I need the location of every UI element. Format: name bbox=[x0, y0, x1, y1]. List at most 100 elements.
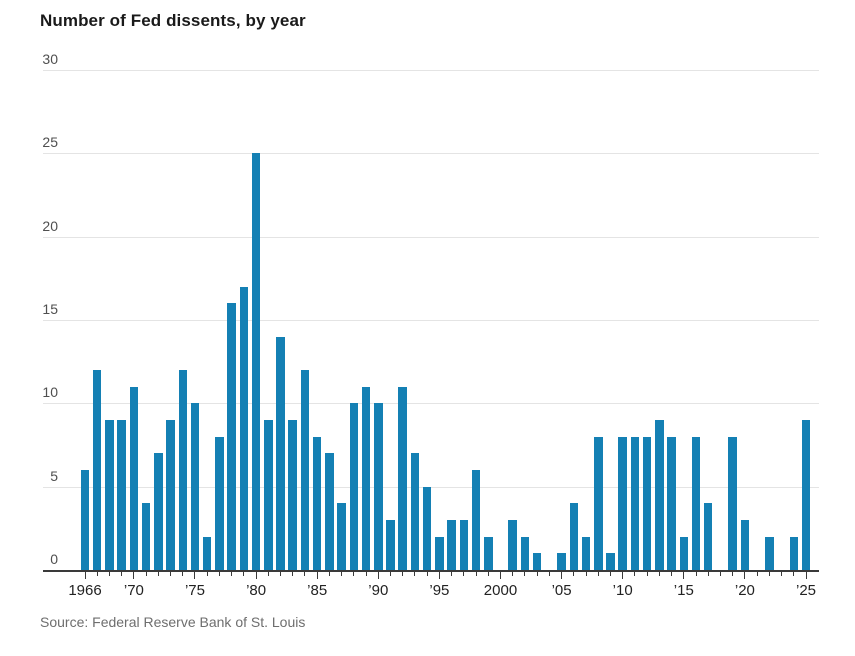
x-tick-2006 bbox=[573, 571, 575, 576]
bar-1990 bbox=[374, 403, 383, 570]
x-axis-label-1975: ’75 bbox=[184, 582, 205, 599]
bar-1976 bbox=[202, 536, 212, 570]
x-axis-label-1985: ’85 bbox=[307, 582, 328, 599]
bar-2015 bbox=[679, 536, 689, 570]
x-tick-1991 bbox=[390, 571, 391, 576]
bar-1986 bbox=[325, 453, 334, 570]
bar-1970 bbox=[129, 386, 139, 570]
x-tick-2025 bbox=[805, 571, 807, 579]
x-tick-1966 bbox=[84, 571, 86, 579]
y-axis-label-15: 15 bbox=[42, 301, 58, 317]
x-tick-2010 bbox=[622, 571, 624, 579]
gridline-30 bbox=[43, 70, 819, 71]
bar-1966 bbox=[80, 470, 90, 570]
x-tick-1979 bbox=[243, 571, 245, 576]
x-tick-1974 bbox=[182, 571, 184, 576]
x-tick-2011 bbox=[634, 571, 636, 576]
x-tick-1982 bbox=[280, 571, 282, 576]
x-axis-label-2005: ’05 bbox=[551, 582, 572, 599]
gridline-20 bbox=[43, 236, 819, 238]
bar-1974 bbox=[178, 370, 187, 570]
x-tick-2020 bbox=[744, 571, 746, 579]
bar-2009 bbox=[606, 553, 615, 570]
bar-2010 bbox=[618, 436, 627, 570]
x-axis-line bbox=[43, 569, 819, 572]
x-tick-1975 bbox=[194, 571, 196, 579]
gridline-15 bbox=[43, 320, 819, 321]
bar-1973 bbox=[166, 420, 175, 570]
x-tick-1984 bbox=[304, 571, 306, 576]
x-tick-2009 bbox=[609, 571, 611, 576]
x-tick-2001 bbox=[512, 571, 514, 576]
x-tick-2016 bbox=[695, 571, 697, 576]
bar-1985 bbox=[312, 436, 322, 570]
bar-1983 bbox=[288, 420, 297, 570]
x-tick-1976 bbox=[206, 571, 208, 576]
bar-1972 bbox=[154, 453, 163, 570]
bar-1977 bbox=[215, 436, 224, 570]
bar-1980 bbox=[251, 153, 261, 570]
bar-1991 bbox=[386, 520, 395, 570]
x-tick-2021 bbox=[756, 571, 758, 576]
y-axis-label-30: 30 bbox=[42, 51, 58, 67]
x-axis-label-1995: ’95 bbox=[429, 582, 450, 599]
x-tick-1987 bbox=[341, 571, 343, 576]
x-tick-1970 bbox=[133, 571, 135, 579]
bar-2020 bbox=[740, 520, 750, 570]
bar-2022 bbox=[765, 536, 774, 570]
source-note: Source: Federal Reserve Bank of St. Loui… bbox=[40, 614, 306, 630]
bar-1979 bbox=[239, 286, 249, 570]
y-axis-label-10: 10 bbox=[42, 384, 58, 401]
x-tick-2013 bbox=[658, 571, 660, 576]
x-tick-2023 bbox=[781, 571, 783, 576]
bar-1978 bbox=[227, 303, 236, 570]
x-tick-2002 bbox=[524, 571, 526, 576]
x-tick-2024 bbox=[793, 571, 795, 576]
bar-1994 bbox=[422, 486, 432, 570]
bar-1998 bbox=[471, 470, 481, 570]
bar-1975 bbox=[190, 403, 200, 570]
x-tick-2012 bbox=[646, 571, 648, 576]
x-axis-label-1966: 1966 bbox=[68, 582, 102, 599]
bar-1995 bbox=[435, 536, 444, 570]
bar-2006 bbox=[569, 503, 579, 570]
x-axis-label-2000: 2000 bbox=[483, 582, 518, 599]
bar-1984 bbox=[300, 370, 310, 570]
x-tick-2014 bbox=[671, 571, 673, 576]
x-tick-1995 bbox=[438, 571, 440, 579]
bar-2005 bbox=[557, 553, 566, 570]
x-axis-label-1970: ’70 bbox=[123, 582, 144, 599]
bar-2019 bbox=[728, 436, 737, 570]
x-tick-1968 bbox=[108, 571, 110, 576]
x-tick-2000 bbox=[499, 571, 501, 579]
x-tick-1983 bbox=[292, 571, 294, 576]
bar-1999 bbox=[484, 536, 493, 570]
gridline-10 bbox=[43, 403, 819, 405]
bar-2025 bbox=[801, 420, 811, 570]
x-tick-2022 bbox=[768, 571, 770, 576]
bar-2016 bbox=[691, 436, 701, 570]
x-tick-1993 bbox=[414, 571, 416, 576]
x-axis-label-2020: ’20 bbox=[734, 582, 755, 599]
x-tick-1981 bbox=[267, 571, 269, 576]
gridline-25 bbox=[43, 153, 819, 155]
x-tick-1988 bbox=[353, 571, 355, 576]
x-tick-2007 bbox=[585, 571, 587, 576]
x-tick-2019 bbox=[732, 571, 734, 576]
x-tick-2017 bbox=[707, 571, 709, 576]
x-axis-label-2025: ’25 bbox=[795, 582, 817, 599]
bar-1988 bbox=[349, 403, 359, 570]
x-axis-label-2010: ’10 bbox=[612, 582, 633, 599]
bar-1971 bbox=[141, 503, 151, 570]
y-axis-label-25: 25 bbox=[42, 134, 58, 151]
bar-1992 bbox=[398, 386, 407, 570]
x-tick-2008 bbox=[597, 571, 599, 576]
x-tick-1980 bbox=[255, 571, 257, 579]
bar-1997 bbox=[459, 520, 469, 570]
bar-1967 bbox=[92, 370, 102, 570]
bar-2012 bbox=[642, 436, 652, 570]
y-axis-label-20: 20 bbox=[42, 217, 58, 234]
bar-2011 bbox=[630, 436, 640, 570]
x-tick-1996 bbox=[451, 571, 453, 576]
